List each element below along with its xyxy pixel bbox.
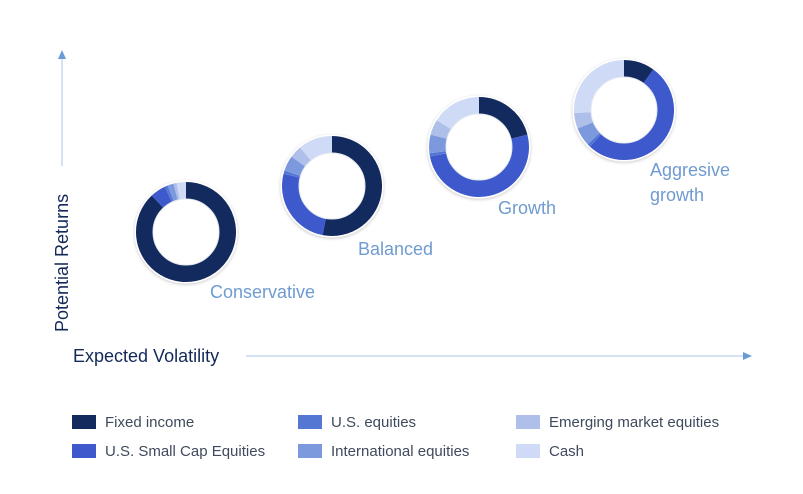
donut-segment-emerging-market-equities — [574, 111, 594, 129]
donut-segment-cash — [574, 60, 625, 114]
legend-swatch — [298, 444, 322, 458]
donut-hole — [445, 113, 513, 181]
legend-swatch — [516, 415, 540, 429]
legend-label: Fixed income — [105, 413, 195, 431]
donut-segment-international-equities — [577, 121, 601, 145]
donut-segment-fixed-income — [623, 60, 654, 84]
donut-hole — [590, 76, 658, 144]
legend-swatch — [72, 444, 96, 458]
donut-segment-cash — [436, 97, 480, 130]
legend-label: U.S. Small Cap Equities — [105, 442, 266, 460]
y-axis-title: Potential Returns — [52, 194, 72, 332]
donut-label: Balanced — [358, 239, 433, 259]
donut-segment-cash — [176, 182, 187, 200]
donut-label: Growth — [498, 198, 556, 218]
legend-item-international-equities: International equities — [298, 441, 469, 461]
donut-segment-u-s-small-cap-equities — [282, 173, 327, 236]
donut-segment-u-s-equities — [587, 132, 602, 147]
donut-segment-u-s-small-cap-equities — [429, 134, 529, 197]
donut-segment-international-equities — [284, 156, 306, 177]
donut-segment-emerging-market-equities — [430, 120, 452, 140]
donut-segment-u-s-small-cap-equities — [589, 69, 674, 161]
donut-conservative: Conservative — [134, 180, 315, 302]
legend-item-us-equities: U.S. equities — [298, 412, 416, 432]
legend: Fixed income U.S. Small Cap Equities U.S… — [72, 410, 762, 470]
legend-item-emerging-market-equities: Emerging market equities — [516, 412, 719, 432]
legend-label: U.S. equities — [331, 413, 417, 431]
legend-label: Cash — [549, 442, 585, 460]
donut-aggresive-growth: Aggresive growth — [572, 58, 730, 205]
legend-item-fixed-income: Fixed income — [72, 412, 194, 432]
legend-item-cash: Cash — [516, 441, 584, 461]
x-axis-title: Expected Volatility — [73, 346, 219, 366]
donut-balanced: Balanced — [280, 134, 433, 259]
donut-hole — [152, 198, 220, 266]
donut-segment-international-equities — [429, 134, 448, 154]
legend-swatch — [516, 444, 540, 458]
donut-segment-international-equities — [167, 183, 178, 202]
legend-swatch — [72, 415, 96, 429]
donut-segment-u-s-equities — [164, 185, 174, 203]
donut-label: Conservative — [210, 282, 315, 302]
donut-group: Conservative Balanced Growth Aggresive growt… — [134, 58, 730, 302]
donut-label: Aggresive growth — [650, 160, 730, 205]
legend-swatch — [298, 415, 322, 429]
donut-segment-u-s-equities — [283, 170, 301, 178]
donut-segment-u-s-small-cap-equities — [151, 186, 173, 209]
donut-growth: Growth — [427, 95, 556, 218]
legend-item-us-small-cap: U.S. Small Cap Equities — [72, 441, 265, 461]
donut-segment-fixed-income — [322, 136, 382, 236]
donut-segment-fixed-income — [136, 182, 236, 282]
legend-label: International equities — [331, 442, 470, 460]
legend-label: Emerging market equities — [549, 413, 720, 431]
donut-segment-emerging-market-equities — [173, 182, 180, 201]
donut-segment-cash — [300, 136, 333, 161]
donut-segment-fixed-income — [478, 97, 528, 140]
donut-hole — [298, 152, 366, 220]
donut-segment-emerging-market-equities — [291, 147, 312, 167]
